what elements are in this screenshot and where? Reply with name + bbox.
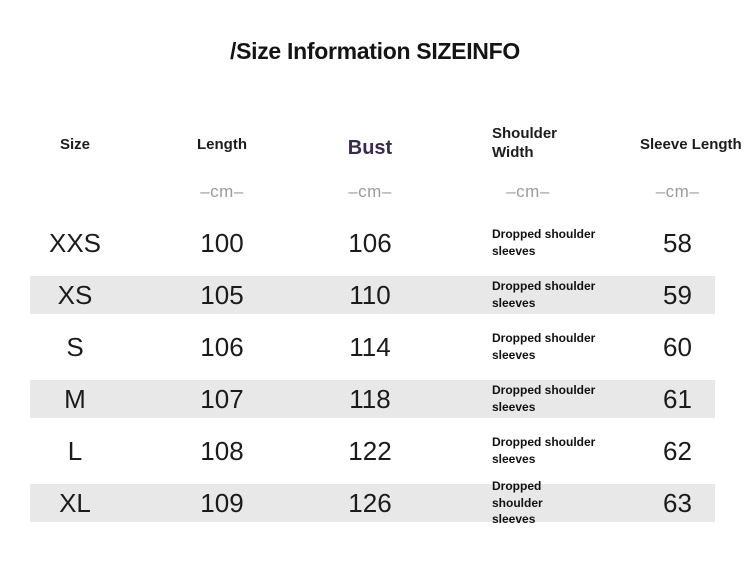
cell-length: 108 xyxy=(200,435,244,466)
cell-length: 107 xyxy=(200,383,244,414)
cell-length: 106 xyxy=(200,331,244,362)
table-row-l: L 108 122 Dropped shoulder sleeves 62 xyxy=(30,425,715,477)
cell-size: XL xyxy=(59,487,91,518)
cell-bust: 106 xyxy=(348,227,392,258)
cell-size: XS xyxy=(57,279,93,310)
cell-sleeve: 61 xyxy=(663,383,692,414)
header-cell-sleeve-length: Sleeve Length xyxy=(640,135,742,153)
table-row-m: M 107 118 Dropped shoulder sleeves 61 xyxy=(30,373,715,425)
cell-shoulder-text: Dropped shoulder sleeves xyxy=(492,227,596,258)
cell-bust: 126 xyxy=(348,487,392,518)
header-cell-bust: Bust xyxy=(347,136,393,159)
size-table-body: XXS 100 106 Dropped shoulder sleeves 58 … xyxy=(30,217,715,529)
cell-shoulder-text: Dropped shoulder sleeves xyxy=(492,435,596,466)
cell-size: S xyxy=(66,331,84,362)
cell-sleeve: 58 xyxy=(663,227,692,258)
header-cell-shoulder-width-label: Shoulder Width xyxy=(492,125,558,161)
unit-cell-length: –cm– xyxy=(200,182,244,201)
header-cell-length: Length xyxy=(197,135,247,153)
page-title: /Size Information SIZEINFO xyxy=(230,38,520,64)
cell-shoulder-text: Dropped shoulder sleeves xyxy=(492,383,596,414)
unit-cell-sleeve: –cm– xyxy=(655,182,700,201)
table-header-row: Size Length Bust Shoulder Width Sleeve L… xyxy=(30,118,742,170)
cell-size: M xyxy=(64,383,86,414)
cell-size: L xyxy=(67,435,83,466)
cell-bust: 118 xyxy=(349,383,391,414)
cell-sleeve: 63 xyxy=(663,487,692,518)
cell-bust: 122 xyxy=(348,435,392,466)
cell-length: 109 xyxy=(200,487,244,518)
cell-bust: 110 xyxy=(349,279,391,310)
header-cell-size: Size xyxy=(59,135,90,153)
cell-length: 100 xyxy=(200,227,244,258)
table-row-s: S 106 114 Dropped shoulder sleeves 60 xyxy=(30,321,715,373)
cell-shoulder: Dropped shoulder sleeves xyxy=(416,478,640,528)
table-row-xl: XL 109 126 Dropped shoulder sleeves 63 xyxy=(30,477,715,529)
cell-shoulder-text: Dropped shoulder sleeves xyxy=(492,279,596,310)
cell-shoulder: Dropped shoulder sleeves xyxy=(416,434,640,467)
cell-shoulder: Dropped shoulder sleeves xyxy=(416,382,640,415)
header-cell-shoulder-width: Shoulder Width xyxy=(416,125,640,163)
unit-cell-bust: –cm– xyxy=(348,182,392,201)
table-units-row: –cm– –cm– –cm– –cm– xyxy=(30,180,715,204)
cell-length: 105 xyxy=(200,279,244,310)
cell-sleeve: 59 xyxy=(663,279,692,310)
cell-sleeve: 60 xyxy=(663,331,692,362)
table-row-xs: XS 105 110 Dropped shoulder sleeves 59 xyxy=(30,269,715,321)
cell-shoulder: Dropped shoulder sleeves xyxy=(416,226,640,259)
cell-shoulder: Dropped shoulder sleeves xyxy=(416,278,640,311)
table-row-xxs: XXS 100 106 Dropped shoulder sleeves 58 xyxy=(30,217,715,269)
cell-shoulder-text: Dropped shoulder sleeves xyxy=(492,331,596,362)
cell-shoulder: Dropped shoulder sleeves xyxy=(416,330,640,363)
cell-size: XXS xyxy=(48,227,102,258)
cell-bust: 114 xyxy=(349,331,391,362)
cell-sleeve: 62 xyxy=(663,435,692,466)
cell-shoulder-text: Dropped shoulder sleeves xyxy=(492,479,543,527)
unit-cell-shoulder: –cm– xyxy=(506,182,550,201)
